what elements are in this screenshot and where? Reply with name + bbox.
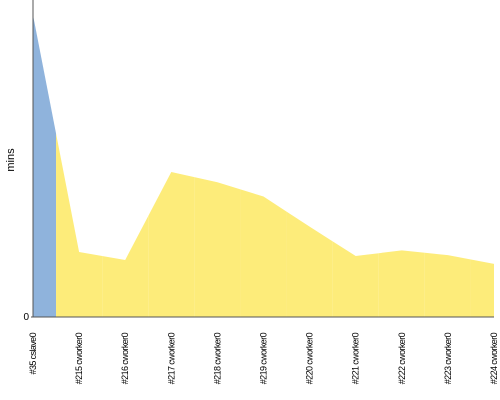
area-segment xyxy=(240,189,287,317)
x-tick-label: #224 cworker0 xyxy=(489,332,499,384)
x-tick-label: #222 cworker0 xyxy=(397,332,407,384)
area-segment xyxy=(194,177,241,317)
area-segment xyxy=(332,241,379,317)
x-tick-label: #35 cslave0 xyxy=(28,332,38,374)
area-segment xyxy=(470,259,494,317)
x-tick-label: #217 cworker0 xyxy=(166,332,176,384)
x-tick-label: #221 cworker0 xyxy=(351,332,361,384)
area-segment xyxy=(378,250,425,317)
x-tick-label: #215 cworker0 xyxy=(74,332,84,384)
y-axis-label: mins xyxy=(5,148,17,172)
area-segment xyxy=(148,171,195,317)
area-segment xyxy=(424,252,471,317)
x-tick-label: #219 cworker0 xyxy=(259,332,269,384)
x-tick-label: #216 cworker0 xyxy=(120,332,130,384)
x-tick-label: #218 cworker0 xyxy=(212,332,222,384)
x-tick-label: #220 cworker0 xyxy=(305,332,315,384)
area-segment xyxy=(56,133,103,317)
area-segment xyxy=(102,215,149,317)
x-tick-label: #223 cworker0 xyxy=(443,332,453,384)
y-tick-label: 0 xyxy=(23,312,29,323)
area-segment xyxy=(33,15,57,318)
area-segment xyxy=(286,211,333,317)
